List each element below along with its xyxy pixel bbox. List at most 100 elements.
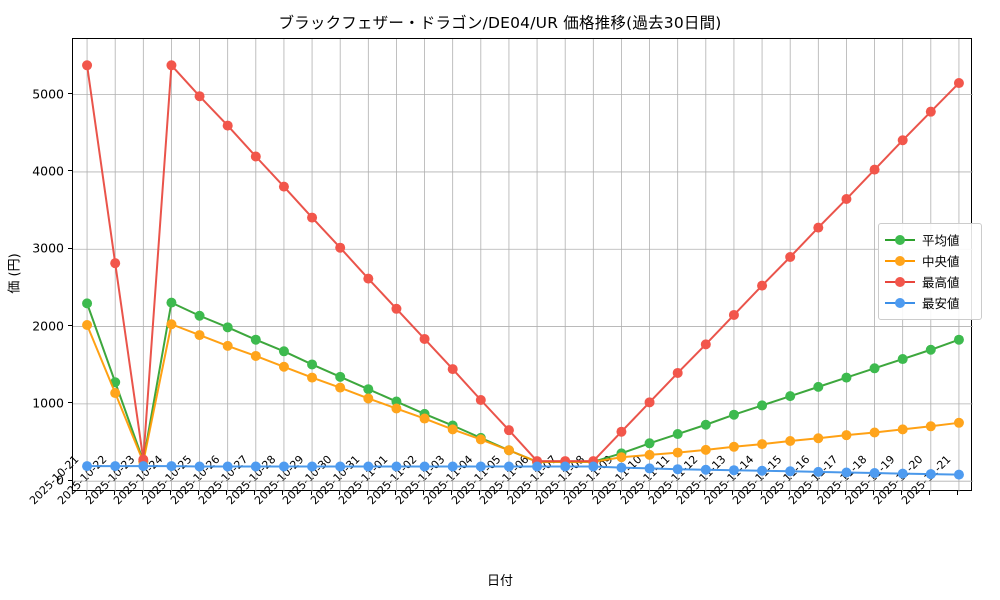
data-point	[672, 367, 683, 378]
data-point	[250, 461, 261, 472]
data-point	[166, 319, 177, 330]
data-point	[222, 461, 233, 472]
data-point	[391, 396, 402, 407]
data-point	[475, 395, 486, 406]
legend-label-max: 最高値	[922, 275, 960, 290]
data-point	[307, 212, 318, 223]
data-point	[785, 391, 796, 402]
data-point	[672, 447, 683, 458]
data-point	[278, 346, 289, 357]
data-point	[335, 371, 346, 382]
data-point	[813, 466, 824, 477]
legend-item-min[interactable]: 最安値	[885, 292, 975, 313]
legend-label-median: 中央値	[922, 254, 960, 269]
series-3	[82, 60, 964, 467]
y-tick-label: 4000	[32, 163, 64, 179]
data-point	[925, 344, 936, 355]
data-point	[391, 303, 402, 314]
data-point	[897, 424, 908, 435]
data-point	[757, 280, 768, 291]
data-point	[447, 461, 458, 472]
y-axis-label: 価 (円)	[7, 253, 23, 294]
data-point	[335, 382, 346, 393]
data-point	[728, 309, 739, 320]
data-point	[335, 242, 346, 253]
data-point	[700, 464, 711, 475]
data-point	[869, 164, 880, 175]
data-point	[644, 397, 655, 408]
y-tick-label: 2000	[32, 318, 64, 334]
plot-area	[72, 38, 973, 492]
data-point	[841, 467, 852, 478]
data-point	[166, 297, 177, 308]
legend-swatch-max-icon	[885, 276, 915, 288]
data-point	[307, 372, 318, 383]
legend-swatch-median-icon	[885, 255, 915, 267]
data-point	[757, 465, 768, 476]
data-point	[953, 417, 964, 428]
data-point	[475, 461, 486, 472]
legend-item-max[interactable]: 最高値	[885, 271, 975, 292]
data-point	[869, 427, 880, 438]
data-point	[700, 339, 711, 350]
data-point	[700, 444, 711, 455]
data-point	[250, 151, 261, 162]
data-point	[869, 363, 880, 374]
y-tick-label: 0	[56, 472, 64, 488]
data-point	[110, 258, 121, 269]
data-point	[82, 298, 93, 309]
legend-label-min: 最安値	[922, 296, 960, 311]
data-point	[757, 400, 768, 411]
data-point	[728, 441, 739, 452]
data-point	[222, 322, 233, 333]
y-tick-label: 1000	[32, 395, 64, 411]
data-point	[644, 438, 655, 449]
data-point	[841, 430, 852, 441]
data-point	[785, 466, 796, 477]
data-point	[138, 461, 149, 472]
chart-title: ブラックフェザー・ドラゴン/DE04/UR 価格推移(過去30日間)	[278, 14, 722, 32]
data-point	[897, 354, 908, 365]
data-point	[532, 461, 543, 472]
data-point	[925, 421, 936, 432]
data-point	[672, 464, 683, 475]
data-point	[503, 425, 514, 436]
data-point	[644, 463, 655, 474]
data-point	[503, 461, 514, 472]
data-point	[785, 252, 796, 262]
data-point	[953, 469, 964, 480]
legend-item-mean[interactable]: 平均値	[885, 229, 975, 250]
data-point	[278, 461, 289, 472]
data-point	[757, 439, 768, 450]
data-point	[82, 461, 93, 472]
data-point	[419, 461, 430, 472]
data-point	[785, 435, 796, 446]
data-point	[250, 350, 261, 361]
data-point	[278, 181, 289, 192]
data-point	[897, 468, 908, 479]
data-point	[447, 364, 458, 375]
data-point	[222, 340, 233, 351]
plot-svg	[73, 39, 973, 492]
data-point	[475, 434, 486, 445]
data-point	[166, 60, 177, 71]
data-point	[419, 333, 430, 344]
data-point	[363, 384, 374, 395]
data-point	[813, 381, 824, 392]
data-point	[110, 461, 121, 472]
data-point	[925, 106, 936, 117]
series-4	[82, 461, 964, 480]
data-point	[194, 91, 205, 102]
data-point	[925, 469, 936, 480]
data-point	[363, 393, 374, 404]
data-point	[307, 359, 318, 370]
data-point	[616, 452, 627, 463]
data-point	[953, 334, 964, 345]
data-point	[82, 60, 93, 71]
x-axis-label: 日付	[486, 574, 513, 589]
data-point	[897, 135, 908, 146]
data-point	[953, 78, 964, 89]
legend-item-median[interactable]: 中央値	[885, 250, 975, 271]
y-tick-label: 5000	[32, 86, 64, 102]
